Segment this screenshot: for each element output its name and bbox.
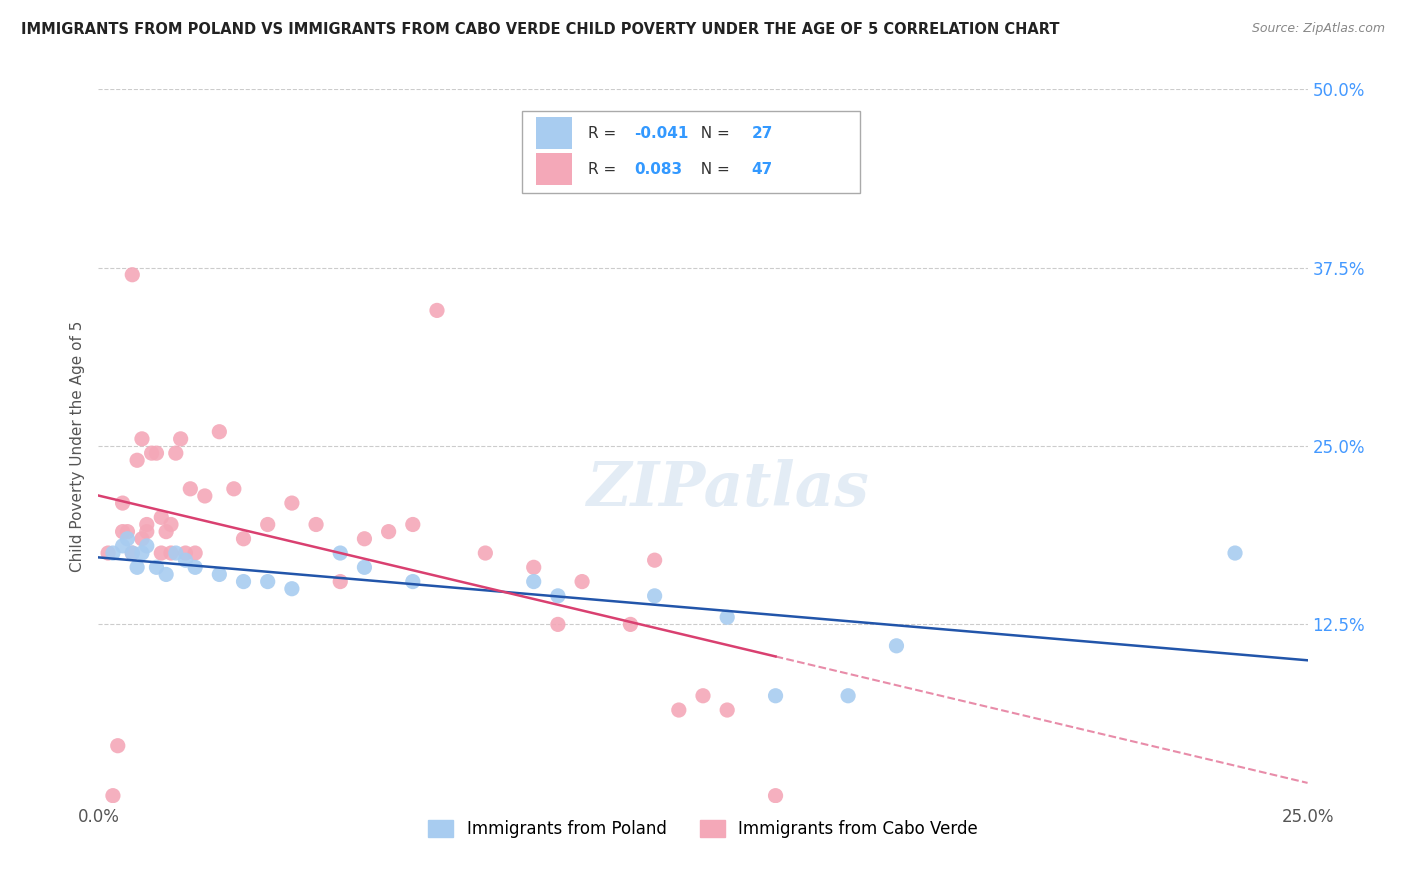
Point	[353, 532, 375, 546]
Point	[668, 703, 690, 717]
Point	[135, 524, 157, 539]
Point	[107, 739, 129, 753]
Point	[111, 539, 134, 553]
Point	[121, 546, 143, 560]
Bar	[536, 118, 572, 150]
Point	[155, 567, 177, 582]
Text: ZIPatlas: ZIPatlas	[586, 458, 869, 519]
Point	[402, 517, 425, 532]
Point	[281, 582, 304, 596]
Text: R =: R =	[588, 126, 621, 141]
Point	[184, 560, 207, 574]
Point	[121, 546, 143, 560]
Text: 27: 27	[751, 126, 773, 141]
Point	[97, 546, 120, 560]
Point	[619, 617, 641, 632]
Point	[208, 425, 231, 439]
Text: N =: N =	[690, 126, 734, 141]
Bar	[536, 153, 572, 186]
Point	[402, 574, 425, 589]
Point	[169, 432, 191, 446]
Point	[222, 482, 245, 496]
Point	[117, 524, 139, 539]
Point	[644, 589, 666, 603]
Point	[256, 574, 278, 589]
Point	[837, 689, 859, 703]
Point	[281, 496, 304, 510]
Point	[765, 689, 787, 703]
Point	[111, 524, 134, 539]
Point	[121, 268, 143, 282]
Point	[127, 560, 149, 574]
Point	[141, 446, 163, 460]
Text: N =: N =	[690, 161, 734, 177]
FancyBboxPatch shape	[522, 111, 860, 193]
Point	[256, 517, 278, 532]
Text: 0.083: 0.083	[634, 161, 682, 177]
Point	[644, 553, 666, 567]
Point	[232, 574, 254, 589]
Point	[523, 574, 546, 589]
Point	[1223, 546, 1246, 560]
Point	[111, 496, 134, 510]
Point	[179, 482, 201, 496]
Point	[127, 453, 149, 467]
Point	[329, 546, 352, 560]
Point	[155, 524, 177, 539]
Y-axis label: Child Poverty Under the Age of 5: Child Poverty Under the Age of 5	[69, 320, 84, 572]
Point	[131, 432, 153, 446]
Point	[474, 546, 496, 560]
Point	[117, 532, 139, 546]
Point	[165, 446, 187, 460]
Text: IMMIGRANTS FROM POLAND VS IMMIGRANTS FROM CABO VERDE CHILD POVERTY UNDER THE AGE: IMMIGRANTS FROM POLAND VS IMMIGRANTS FRO…	[21, 22, 1060, 37]
Point	[716, 703, 738, 717]
Text: 47: 47	[751, 161, 773, 177]
Point	[135, 517, 157, 532]
Point	[131, 532, 153, 546]
Point	[174, 553, 197, 567]
Point	[232, 532, 254, 546]
Point	[160, 546, 183, 560]
Point	[716, 610, 738, 624]
Point	[571, 574, 593, 589]
Point	[165, 546, 187, 560]
Point	[547, 617, 569, 632]
Point	[145, 560, 167, 574]
Point	[692, 689, 714, 703]
Point	[184, 546, 207, 560]
Text: Source: ZipAtlas.com: Source: ZipAtlas.com	[1251, 22, 1385, 36]
Legend: Immigrants from Poland, Immigrants from Cabo Verde: Immigrants from Poland, Immigrants from …	[422, 813, 984, 845]
Point	[150, 510, 173, 524]
Point	[377, 524, 399, 539]
Point	[523, 560, 546, 574]
Point	[131, 546, 153, 560]
Point	[135, 539, 157, 553]
Point	[194, 489, 217, 503]
Point	[547, 589, 569, 603]
Point	[174, 546, 197, 560]
Point	[329, 574, 352, 589]
Point	[208, 567, 231, 582]
Point	[160, 517, 183, 532]
Point	[353, 560, 375, 574]
Point	[765, 789, 787, 803]
Point	[150, 546, 173, 560]
Text: -0.041: -0.041	[634, 126, 689, 141]
Point	[426, 303, 449, 318]
Point	[101, 546, 124, 560]
Point	[101, 789, 124, 803]
Point	[305, 517, 328, 532]
Point	[886, 639, 908, 653]
Text: R =: R =	[588, 161, 626, 177]
Point	[145, 446, 167, 460]
